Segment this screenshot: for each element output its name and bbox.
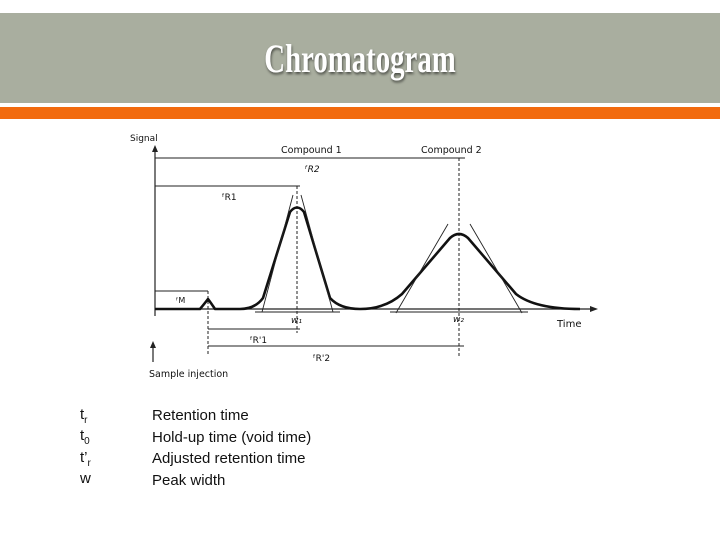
legend: tr Retention time t0 Hold-up time (void …	[80, 405, 311, 491]
accent-bar	[0, 107, 720, 119]
legend-row: w Peak width	[80, 470, 311, 492]
tR1-adjusted-label: ᶠR'1	[250, 336, 267, 346]
legend-symbol: tr	[80, 405, 88, 426]
legend-description: Hold-up time (void time)	[152, 428, 312, 446]
legend-row: t’r Adjusted retention time	[80, 448, 311, 470]
sample-injection-label: Sample injection	[149, 369, 228, 380]
w2-label: w₂	[453, 315, 464, 325]
legend-description: Retention time	[152, 407, 249, 425]
y-axis-label: Signal	[130, 134, 158, 144]
title-band: Chromatogram	[0, 13, 720, 103]
legend-symbol: w	[80, 470, 91, 488]
compound2-label: Compound 2	[421, 145, 482, 156]
tR1-label: ᶠR1	[222, 193, 237, 203]
tM-label: ᶠM	[176, 296, 185, 305]
legend-row: t0 Hold-up time (void time)	[80, 427, 311, 449]
x-axis-label: Time	[556, 319, 581, 330]
legend-description: Adjusted retention time	[152, 450, 306, 468]
slide-title: Chromatogram	[264, 35, 456, 81]
legend-description: Peak width	[152, 471, 226, 489]
tR2-label: ᶠR2	[305, 165, 320, 175]
legend-row: tr Retention time	[80, 405, 311, 427]
chromatogram-diagram: Signal Time Compound 1 Compound 2 ᶠR2 ᶠR…	[120, 125, 600, 385]
w1-label: w₁	[291, 316, 302, 326]
legend-symbol: t0	[80, 427, 90, 448]
tR2-adjusted-label: ᶠR'2	[313, 354, 330, 364]
legend-symbol: t’r	[80, 448, 91, 469]
compound1-label: Compound 1	[281, 145, 342, 156]
